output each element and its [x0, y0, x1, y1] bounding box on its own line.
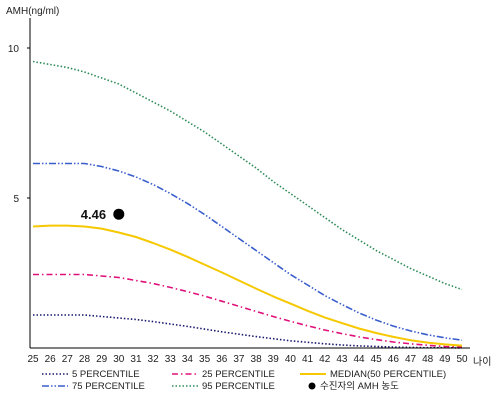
- x-tick-label: 34: [182, 354, 194, 365]
- x-tick-label: 25: [27, 354, 39, 365]
- x-tick-label: 26: [45, 354, 57, 365]
- legend-label: 수진자의 AMH 농도: [320, 381, 399, 392]
- x-tick-label: 50: [456, 354, 468, 365]
- legend-label: 5 PERCENTILE: [72, 369, 140, 380]
- y-tick-label: 5: [13, 194, 19, 205]
- axes: AMH(ng/ml) 나이: [6, 6, 491, 368]
- x-tick-label: 28: [79, 354, 91, 365]
- patient-value-label: 4.46: [81, 207, 106, 222]
- x-tick-label: 33: [165, 354, 177, 365]
- x-tick-label: 37: [233, 354, 245, 365]
- x-tick-label: 42: [319, 354, 331, 365]
- x-tick-label: 27: [62, 354, 74, 365]
- x-tick-label: 46: [388, 354, 400, 365]
- x-tick-label: 40: [285, 354, 297, 365]
- x-tick-label: 31: [130, 354, 142, 365]
- series-line-3: [32, 224, 463, 347]
- y-tick-label: 10: [8, 44, 20, 55]
- series-line-5: [32, 60, 463, 291]
- x-tick-label: 30: [113, 354, 125, 365]
- patient-point: [113, 208, 125, 220]
- x-tick-label: 41: [302, 354, 314, 365]
- ticks: 25 26 27 28 29 30 31 32 33 34 35 36 37 38 39 40 41 42 43 44…: [8, 44, 468, 365]
- x-tick-label: 45: [371, 354, 383, 365]
- x-tick-label: 38: [251, 354, 263, 365]
- legend-label: 25 PERCENTILE: [202, 369, 275, 380]
- x-axis-label: 나이: [473, 356, 491, 368]
- x-tick-label: 48: [422, 354, 434, 365]
- x-tick-label: 32: [148, 354, 160, 365]
- plot-area: 4.46: [32, 60, 463, 349]
- x-tick-label: 29: [96, 354, 108, 365]
- x-tick-label: 47: [405, 354, 417, 365]
- series-line-4: [33, 162, 463, 341]
- x-tick-label: 43: [336, 354, 348, 365]
- legend-label: 75 PERCENTILE: [72, 381, 145, 392]
- series-line-1: [33, 314, 463, 349]
- legend-label: MEDIAN(50 PERCENTILE): [330, 369, 446, 380]
- y-axis-label: AMH(ng/ml): [6, 6, 59, 17]
- legend-label: 95 PERCENTILE: [202, 381, 275, 392]
- legend-swatch: [308, 382, 316, 390]
- x-tick-label: 35: [199, 354, 211, 365]
- x-tick-label: 39: [268, 354, 280, 365]
- series-line-2: [33, 273, 463, 348]
- x-tick-label: 44: [353, 354, 365, 365]
- x-tick-label: 36: [216, 354, 228, 365]
- x-tick-label: 49: [439, 354, 451, 365]
